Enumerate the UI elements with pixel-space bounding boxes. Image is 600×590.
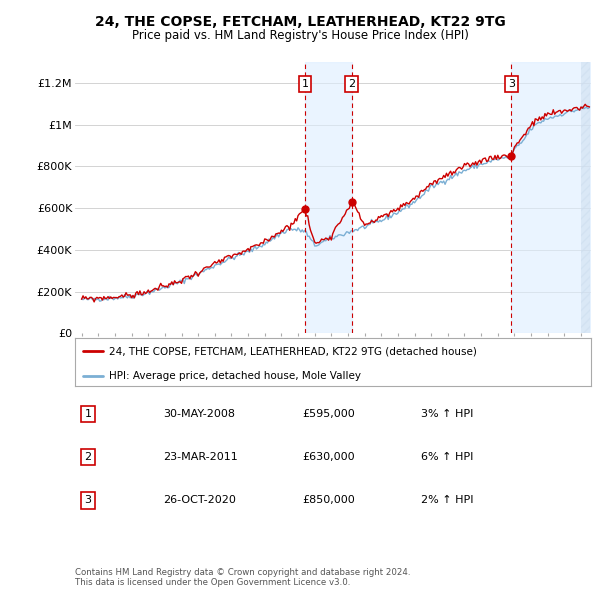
Text: 6% ↑ HPI: 6% ↑ HPI [421, 452, 473, 462]
Bar [581, 62, 590, 333]
Text: 26-OCT-2020: 26-OCT-2020 [163, 495, 236, 505]
Text: 1: 1 [85, 409, 91, 419]
Text: 30-MAY-2008: 30-MAY-2008 [163, 409, 235, 419]
Text: 1: 1 [301, 79, 308, 89]
Text: 2: 2 [348, 79, 355, 89]
Text: Price paid vs. HM Land Registry's House Price Index (HPI): Price paid vs. HM Land Registry's House … [131, 30, 469, 42]
Text: £850,000: £850,000 [302, 495, 355, 505]
Text: 3: 3 [85, 495, 91, 505]
Text: Contains HM Land Registry data © Crown copyright and database right 2024.
This d: Contains HM Land Registry data © Crown c… [75, 568, 410, 587]
Text: 24, THE COPSE, FETCHAM, LEATHERHEAD, KT22 9TG: 24, THE COPSE, FETCHAM, LEATHERHEAD, KT2… [95, 15, 505, 29]
Text: HPI: Average price, detached house, Mole Valley: HPI: Average price, detached house, Mole… [109, 371, 361, 381]
Text: £630,000: £630,000 [302, 452, 355, 462]
Text: 3% ↑ HPI: 3% ↑ HPI [421, 409, 473, 419]
Text: 2: 2 [85, 452, 91, 462]
Text: 23-MAR-2011: 23-MAR-2011 [163, 452, 238, 462]
Bar [511, 62, 590, 333]
Text: 3: 3 [508, 79, 515, 89]
Text: 24, THE COPSE, FETCHAM, LEATHERHEAD, KT22 9TG (detached house): 24, THE COPSE, FETCHAM, LEATHERHEAD, KT2… [109, 346, 476, 356]
Text: £595,000: £595,000 [302, 409, 355, 419]
Text: 2% ↑ HPI: 2% ↑ HPI [421, 495, 473, 505]
Bar [305, 62, 352, 333]
